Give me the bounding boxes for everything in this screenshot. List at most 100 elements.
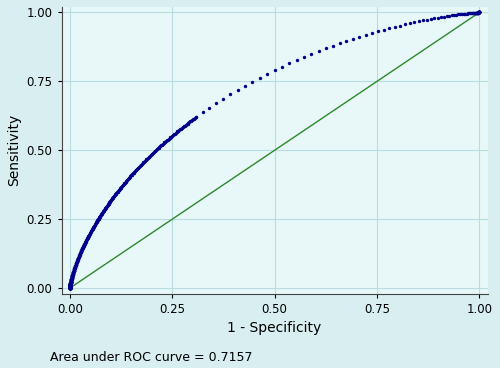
- Point: [182, 122, 190, 128]
- Point: [475, 10, 483, 15]
- Point: [125, 175, 133, 181]
- Point: [66, 281, 74, 287]
- Point: [454, 11, 462, 17]
- Point: [191, 115, 199, 121]
- Point: [474, 10, 482, 15]
- Point: [70, 265, 78, 271]
- Point: [95, 215, 103, 221]
- Point: [66, 283, 74, 289]
- Point: [98, 211, 106, 217]
- Point: [476, 10, 484, 15]
- Point: [177, 125, 185, 131]
- Point: [66, 280, 74, 286]
- Point: [98, 210, 106, 216]
- Point: [474, 10, 482, 15]
- Point: [462, 11, 470, 17]
- Point: [70, 265, 78, 271]
- Point: [474, 10, 482, 15]
- Point: [68, 274, 76, 280]
- Point: [66, 285, 74, 291]
- Point: [142, 157, 150, 163]
- Point: [475, 10, 483, 15]
- Point: [66, 282, 74, 287]
- Point: [110, 194, 118, 199]
- Point: [66, 284, 74, 290]
- Point: [70, 267, 78, 273]
- Point: [471, 10, 479, 16]
- Point: [186, 118, 194, 124]
- Point: [67, 277, 75, 283]
- Point: [80, 241, 88, 247]
- Point: [186, 119, 194, 125]
- Point: [82, 238, 90, 244]
- Point: [66, 284, 74, 290]
- Point: [66, 280, 74, 286]
- Point: [220, 96, 228, 102]
- Point: [179, 124, 187, 130]
- Point: [102, 204, 110, 210]
- Point: [72, 261, 80, 267]
- Point: [66, 285, 74, 291]
- Point: [111, 192, 119, 198]
- Point: [144, 155, 152, 161]
- Point: [66, 281, 74, 287]
- Point: [162, 139, 170, 145]
- Point: [474, 10, 482, 15]
- Point: [92, 220, 100, 226]
- Point: [76, 250, 84, 255]
- Point: [66, 285, 74, 291]
- Point: [475, 10, 483, 15]
- Point: [75, 253, 83, 259]
- Point: [162, 138, 170, 144]
- Point: [66, 285, 74, 291]
- Point: [82, 237, 90, 243]
- Point: [66, 283, 74, 289]
- Point: [66, 280, 74, 286]
- Point: [121, 180, 129, 185]
- Point: [74, 255, 82, 261]
- Point: [84, 235, 92, 241]
- Point: [66, 283, 74, 289]
- Point: [68, 276, 76, 282]
- Point: [69, 269, 77, 275]
- Point: [66, 284, 74, 290]
- Point: [475, 10, 483, 15]
- Point: [104, 201, 112, 206]
- Point: [75, 254, 83, 259]
- Point: [474, 10, 482, 15]
- Point: [86, 230, 94, 236]
- Point: [70, 269, 78, 275]
- Point: [423, 17, 431, 22]
- Point: [169, 132, 177, 138]
- Point: [115, 187, 123, 192]
- Point: [67, 279, 75, 284]
- Point: [66, 285, 74, 291]
- Point: [68, 274, 76, 280]
- Point: [66, 281, 74, 287]
- Point: [286, 60, 294, 66]
- Point: [172, 129, 180, 135]
- Point: [66, 284, 74, 290]
- Point: [137, 162, 145, 167]
- Point: [66, 284, 74, 290]
- Point: [66, 284, 74, 290]
- Point: [140, 159, 148, 164]
- Point: [72, 261, 80, 266]
- Point: [67, 277, 75, 283]
- Point: [85, 232, 93, 238]
- Point: [127, 173, 135, 178]
- Point: [256, 75, 264, 81]
- Point: [66, 285, 74, 291]
- Point: [100, 206, 108, 212]
- Point: [84, 233, 92, 239]
- Point: [66, 285, 74, 291]
- Point: [226, 91, 234, 97]
- Point: [148, 151, 156, 156]
- Point: [134, 165, 141, 171]
- Point: [122, 178, 130, 184]
- X-axis label: 1 - Specificity: 1 - Specificity: [228, 321, 322, 335]
- Point: [74, 254, 82, 260]
- Point: [126, 174, 134, 180]
- Point: [456, 11, 464, 17]
- Point: [79, 244, 87, 250]
